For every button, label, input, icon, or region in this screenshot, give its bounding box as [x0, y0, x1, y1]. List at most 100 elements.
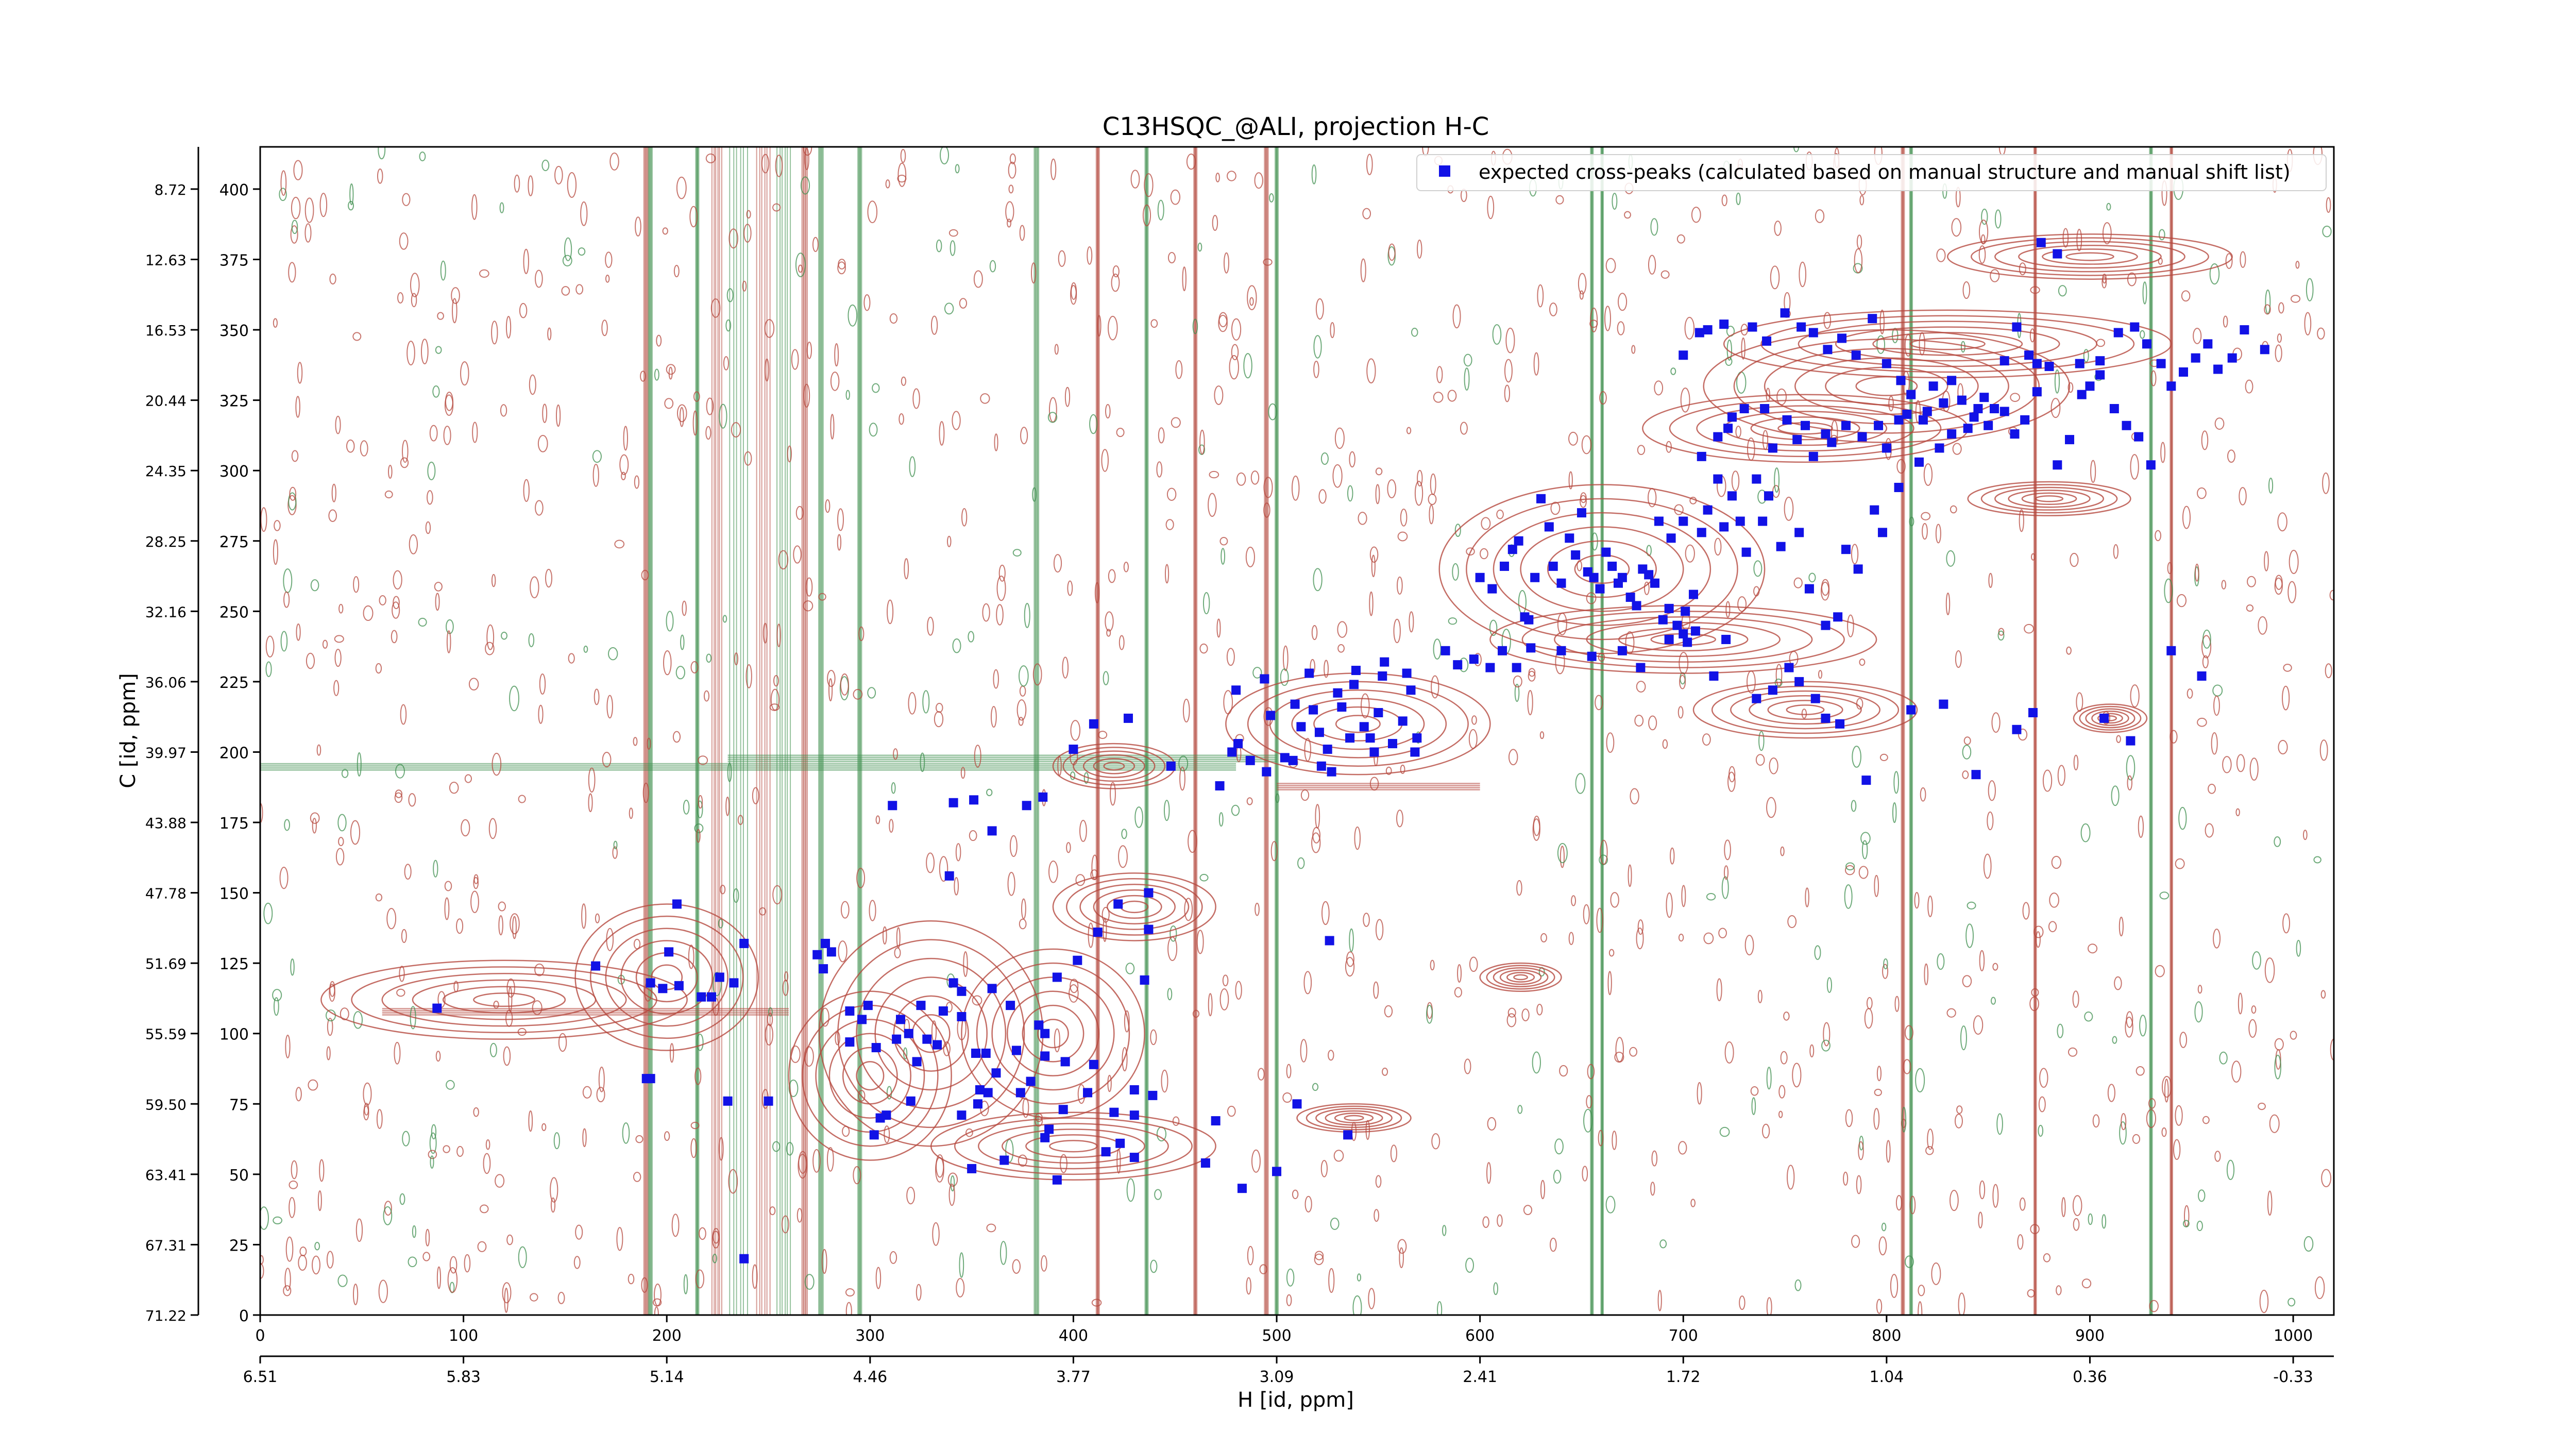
cross-peak-marker: [1939, 699, 1948, 709]
cross-peak-marker: [591, 961, 601, 971]
cross-peak-marker: [1123, 713, 1133, 723]
y-ppm-tick-label: 51.69: [145, 955, 187, 972]
cross-peak-marker: [1784, 663, 1794, 672]
cross-peak-marker: [1343, 1130, 1353, 1140]
cross-peak-marker: [983, 1088, 993, 1098]
cross-peak-marker: [1979, 393, 1989, 402]
cross-peak-marker: [1089, 1059, 1098, 1069]
cross-peak-marker: [672, 899, 682, 909]
y-index-tick-label: 50: [229, 1167, 249, 1185]
cross-peak-marker: [1697, 528, 1706, 537]
cross-peak-marker: [975, 1085, 985, 1094]
cross-peak-marker: [904, 1029, 913, 1038]
cross-peak-marker: [1487, 584, 1497, 594]
y-index-tick-label: 100: [219, 1026, 249, 1044]
peak-contour: [1703, 329, 2071, 443]
y-axis: 0 71.22 25 67.31 50 63.41 75 59.50 100 55.59 125 51…: [145, 147, 260, 1325]
x-ppm-tick-label: 3.09: [1260, 1368, 1294, 1386]
y-index-tick-label: 350: [219, 322, 249, 340]
cross-peak-marker: [1148, 1090, 1158, 1100]
cross-peak-marker: [1052, 972, 1062, 982]
y-index-tick-label: 275: [219, 533, 249, 551]
cross-peak-marker: [1587, 651, 1597, 661]
cross-peak-marker: [1548, 561, 1558, 571]
cross-peak-marker: [1808, 451, 1818, 461]
cross-peak-marker: [1325, 936, 1334, 946]
cross-peak-marker: [1681, 606, 1690, 616]
cross-peak-marker: [1365, 733, 1375, 743]
cross-peak-marker: [1752, 694, 1761, 703]
noise-streak: [1590, 147, 1594, 1315]
noise-streak: [1909, 147, 1913, 1315]
cross-peak-marker: [1768, 685, 1777, 695]
noise-streak: [818, 147, 824, 1315]
cross-peak-marker: [1327, 767, 1336, 777]
cross-peak-marker: [2203, 339, 2213, 349]
cross-peak-marker: [1101, 1147, 1111, 1157]
cross-peak-marker: [1804, 584, 1814, 594]
cross-peak-marker: [1723, 424, 1733, 433]
cross-peak-marker: [764, 1096, 773, 1106]
cross-peak-marker: [697, 992, 706, 1002]
cross-peak-marker: [1262, 767, 1272, 777]
cross-peak-marker: [2142, 339, 2151, 349]
x-index-tick-label: 800: [1872, 1327, 1901, 1345]
cross-peak-marker: [1969, 412, 1979, 422]
cross-peak-marker: [1658, 615, 1668, 625]
cross-peak-marker: [938, 1006, 948, 1016]
x-index-tick-label: 500: [1262, 1327, 1291, 1345]
y-axis-label: C [id, ppm]: [116, 673, 140, 788]
noise-streak: [1033, 147, 1040, 1315]
cross-peak-marker: [1440, 646, 1450, 655]
cross-peak-marker: [1999, 407, 2009, 416]
x-index-tick-label: 100: [449, 1327, 478, 1345]
cross-peak-marker: [857, 1015, 867, 1024]
cross-peak-marker: [1290, 699, 1300, 709]
cross-peak-marker: [948, 798, 958, 807]
peak-contour: [1052, 872, 1216, 941]
cross-peak-marker: [1227, 747, 1237, 757]
cross-peak-marker: [1801, 420, 1810, 430]
x-axis: 0 6.51 100 5.83 200 5.14 300 4.46 400 3.77 500 3.09…: [243, 1315, 2313, 1386]
noise-streak: [1275, 147, 1279, 1315]
cross-peak-marker: [2197, 671, 2207, 681]
cross-peak-marker: [1011, 1046, 1021, 1055]
cross-peak-marker: [2024, 350, 2034, 360]
cross-peak-marker: [1666, 533, 1676, 543]
cross-peak-marker: [1607, 561, 1617, 571]
cross-peak-marker: [1999, 356, 2009, 366]
cross-peak-marker: [1015, 1088, 1025, 1098]
cross-peak-marker: [674, 981, 684, 990]
noise-streak: [729, 147, 748, 1315]
cross-peak-marker: [812, 950, 822, 959]
cross-peak-marker: [1406, 685, 1416, 695]
cross-peak-marker: [1500, 561, 1509, 571]
cross-peak-marker: [1380, 657, 1389, 667]
cross-peak-marker: [2036, 238, 2046, 247]
contour-layer: [260, 147, 2334, 1315]
cross-peak-marker: [1089, 719, 1098, 729]
cross-peak-marker: [2010, 429, 2020, 439]
cross-peak-marker: [432, 1003, 442, 1013]
y-index-tick-label: 0: [239, 1307, 249, 1325]
cross-peak-marker: [2053, 460, 2062, 470]
cross-peak-marker: [1410, 747, 1420, 757]
cross-peak-marker: [1544, 522, 1554, 532]
x-index-tick-label: 300: [855, 1327, 885, 1345]
cross-peak-marker: [1664, 603, 1674, 613]
y-ppm-tick-label: 32.16: [145, 603, 187, 620]
cross-peak-marker: [1115, 1138, 1125, 1148]
cross-peak-marker: [2095, 370, 2105, 380]
peak-contour: [1479, 962, 1562, 992]
cross-peak-marker: [863, 1001, 873, 1010]
cross-peak-marker: [1914, 457, 1924, 467]
cross-peak-marker: [1654, 516, 1664, 526]
cross-peak-marker: [1882, 443, 1891, 453]
cross-peak-marker: [1040, 1133, 1050, 1142]
chart-title: C13HSQC_@ALI, projection H-C: [1103, 112, 1489, 141]
noise-streak: [1193, 147, 1198, 1315]
cross-peak-marker: [1906, 390, 1916, 399]
cross-peak-marker: [1735, 516, 1745, 526]
peak-contour: [320, 959, 688, 1040]
